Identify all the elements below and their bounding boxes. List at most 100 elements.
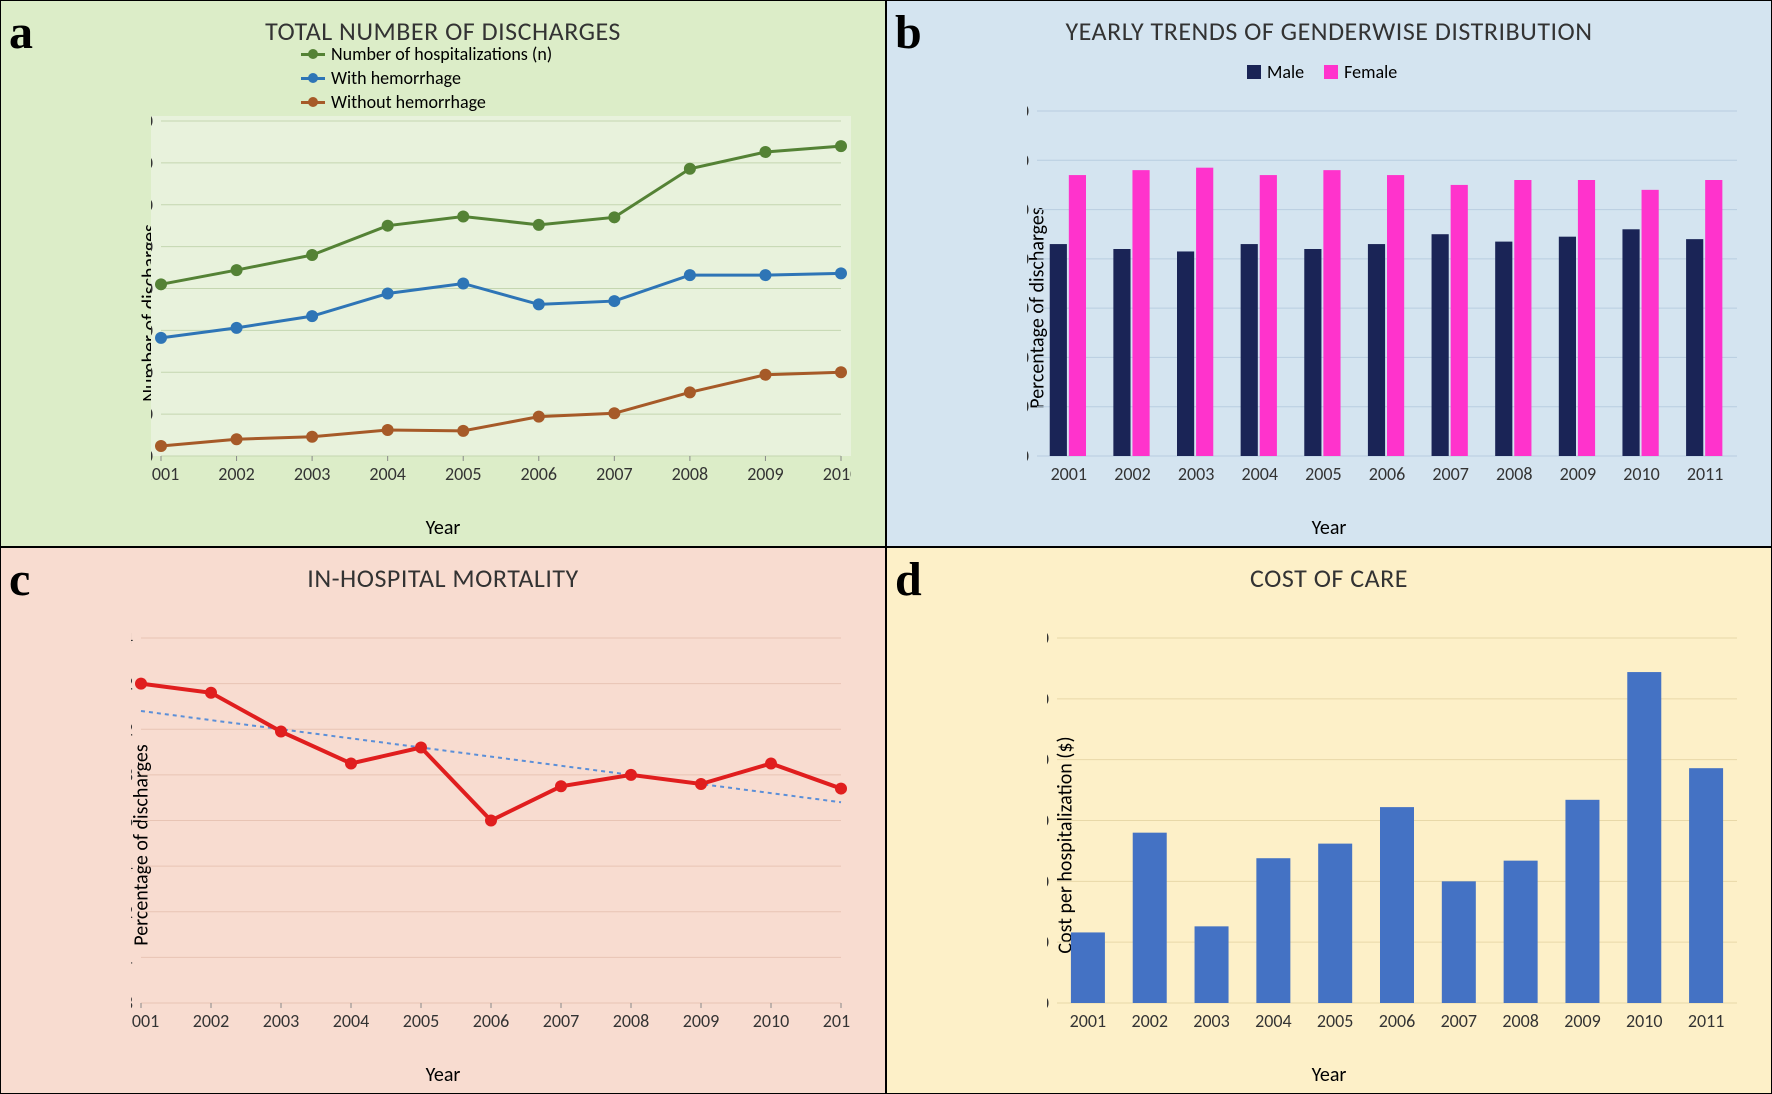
- xaxis-label-d: Year: [887, 1063, 1771, 1087]
- svg-text:2002: 2002: [193, 1010, 230, 1032]
- svg-text:13000: 13000: [1047, 749, 1049, 771]
- svg-text:60: 60: [1027, 149, 1029, 171]
- svg-text:2001: 2001: [1070, 1010, 1107, 1032]
- svg-text:11000: 11000: [1047, 992, 1049, 1014]
- svg-text:13500: 13500: [1047, 688, 1049, 710]
- xaxis-label-c: Year: [1, 1063, 885, 1087]
- svg-text:2011: 2011: [1688, 1010, 1725, 1032]
- svg-text:2002: 2002: [1131, 1010, 1168, 1032]
- svg-text:1.2: 1.2: [131, 901, 133, 923]
- svg-text:11500: 11500: [1047, 931, 1049, 953]
- plot-c: 0.811.21.41.61.822.22.420012002200320042…: [131, 633, 851, 1033]
- svg-text:2.4: 2.4: [131, 633, 133, 649]
- svg-text:2004: 2004: [333, 1010, 370, 1032]
- legend-label: With hemorrhage: [331, 67, 461, 89]
- svg-text:30000: 30000: [151, 236, 153, 258]
- svg-text:2011: 2011: [1687, 463, 1724, 485]
- legend-item: Male: [1247, 61, 1304, 83]
- svg-text:2005: 2005: [1317, 1010, 1354, 1032]
- svg-text:40000: 40000: [151, 152, 153, 174]
- svg-text:2010: 2010: [823, 463, 851, 485]
- svg-text:2.2: 2.2: [131, 673, 133, 695]
- svg-text:0: 0: [1027, 445, 1029, 467]
- svg-text:20: 20: [1027, 346, 1029, 368]
- legend-label: Without hemorrhage: [331, 91, 486, 113]
- svg-text:2007: 2007: [596, 463, 633, 485]
- svg-text:20000: 20000: [151, 319, 153, 341]
- svg-text:2007: 2007: [1441, 1010, 1478, 1032]
- chart-title-b: YEARLY TRENDS OF GENDERWISE DISTRIBUTION: [887, 1, 1771, 47]
- plot-a: 5000100001500020000250003000035000400004…: [151, 116, 851, 486]
- svg-text:2009: 2009: [1564, 1010, 1601, 1032]
- svg-text:2007: 2007: [543, 1010, 580, 1032]
- legend-label: Male: [1267, 61, 1304, 83]
- svg-text:2007: 2007: [1432, 463, 1469, 485]
- svg-text:30: 30: [1027, 297, 1029, 319]
- svg-text:2003: 2003: [1193, 1010, 1230, 1032]
- svg-text:2009: 2009: [1560, 463, 1597, 485]
- svg-text:2006: 2006: [521, 463, 558, 485]
- xaxis-label-b: Year: [887, 516, 1771, 540]
- legend-b: Male Female: [1247, 61, 1397, 85]
- panel-d-cost: d COST OF CARE Cost per hospitalization …: [886, 547, 1772, 1094]
- svg-text:2010: 2010: [1626, 1010, 1663, 1032]
- svg-text:2004: 2004: [1255, 1010, 1292, 1032]
- svg-text:40: 40: [1027, 248, 1029, 270]
- plot-d: 11000 11500 12000 12500 13000 13500 14000 2001 2…: [1047, 633, 1747, 1033]
- svg-text:2003: 2003: [294, 463, 331, 485]
- svg-text:10: 10: [1027, 396, 1029, 418]
- panel-a-discharges: a TOTAL NUMBER OF DISCHARGES Number of d…: [0, 0, 886, 547]
- panel-b-gender: b YEARLY TRENDS OF GENDERWISE DISTRIBUTI…: [886, 0, 1772, 547]
- svg-text:2001: 2001: [131, 1010, 159, 1032]
- svg-text:14000: 14000: [1047, 633, 1049, 649]
- svg-text:2009: 2009: [747, 463, 784, 485]
- legend-item: Without hemorrhage: [301, 91, 552, 113]
- panel-label-a: a: [9, 5, 33, 60]
- svg-text:1.6: 1.6: [131, 810, 133, 832]
- legend-label: Number of hospitalizations (n): [331, 43, 552, 65]
- chart-title-d: COST OF CARE: [887, 548, 1771, 594]
- legend-a: Number of hospitalizations (n)With hemor…: [301, 43, 552, 115]
- svg-text:12000: 12000: [1047, 870, 1049, 892]
- svg-text:10000: 10000: [151, 403, 153, 425]
- panel-label-c: c: [9, 552, 30, 607]
- svg-text:2006: 2006: [1369, 463, 1406, 485]
- svg-text:45000: 45000: [151, 116, 153, 132]
- plot-b: 0 10 20 30 40 50 60 70 2001 2002 2003 2004 2005 2006 2…: [1027, 106, 1747, 486]
- svg-text:12500: 12500: [1047, 810, 1049, 832]
- svg-text:2003: 2003: [263, 1010, 300, 1032]
- svg-text:2001: 2001: [151, 463, 179, 485]
- svg-text:2001: 2001: [1051, 463, 1088, 485]
- svg-text:2011: 2011: [823, 1010, 851, 1032]
- svg-text:2010: 2010: [1623, 463, 1660, 485]
- svg-text:2005: 2005: [1305, 463, 1342, 485]
- svg-text:50: 50: [1027, 199, 1029, 221]
- legend-item: With hemorrhage: [301, 67, 552, 89]
- svg-text:2004: 2004: [369, 463, 406, 485]
- svg-text:2004: 2004: [1241, 463, 1278, 485]
- panel-label-b: b: [895, 5, 922, 60]
- svg-text:2009: 2009: [683, 1010, 720, 1032]
- panel-label-d: d: [895, 552, 922, 607]
- svg-text:2008: 2008: [1502, 1010, 1539, 1032]
- svg-text:2008: 2008: [672, 463, 709, 485]
- svg-text:2010: 2010: [753, 1010, 790, 1032]
- legend-item: Female: [1324, 61, 1397, 83]
- svg-text:2008: 2008: [1496, 463, 1533, 485]
- svg-text:2008: 2008: [613, 1010, 650, 1032]
- svg-text:2002: 2002: [1114, 463, 1151, 485]
- svg-text:2: 2: [131, 718, 133, 740]
- svg-text:2006: 2006: [1379, 1010, 1416, 1032]
- panel-c-mortality: c IN-HOSPITAL MORTALITY Percentage of di…: [0, 547, 886, 1094]
- svg-text:2005: 2005: [445, 463, 482, 485]
- svg-text:15000: 15000: [151, 361, 153, 383]
- svg-text:2003: 2003: [1178, 463, 1215, 485]
- svg-text:2005: 2005: [403, 1010, 440, 1032]
- svg-text:70: 70: [1027, 106, 1029, 122]
- legend-label: Female: [1344, 61, 1397, 83]
- svg-text:2002: 2002: [218, 463, 255, 485]
- svg-text:1: 1: [131, 946, 133, 968]
- svg-text:35000: 35000: [151, 194, 153, 216]
- svg-text:1.4: 1.4: [131, 855, 133, 877]
- svg-text:2006: 2006: [473, 1010, 510, 1032]
